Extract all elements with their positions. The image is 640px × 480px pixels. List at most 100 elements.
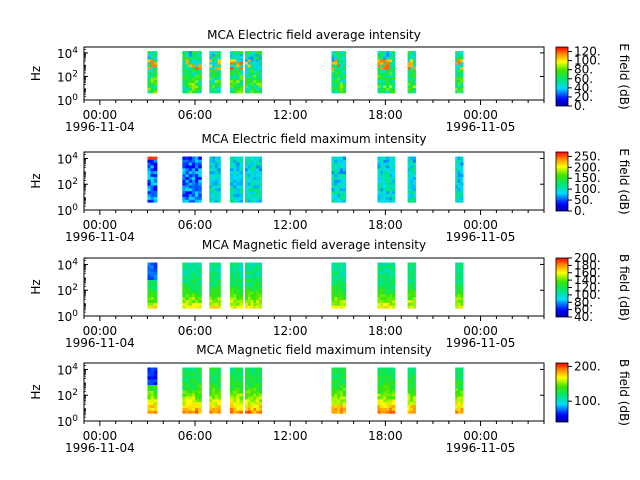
heatmap-cell [386,64,390,68]
heatmap-cell [191,276,196,281]
heatmap-cell [457,370,461,374]
heatmap-cell [191,82,196,86]
heatmap-cell [198,370,202,374]
heatmap-cell [457,265,461,269]
heatmap-cell [383,61,387,65]
heatmap-cell [253,393,257,397]
heatmap-cell [253,407,257,411]
heatmap-cell [386,271,390,275]
heatmap-cell [383,199,387,203]
heatmap-cell [340,58,344,62]
heatmap-cell [377,373,381,377]
heatmap-cell [389,296,393,301]
heatmap-cell [386,378,390,383]
heatmap-cell [380,85,384,89]
heatmap-cell [412,296,416,301]
heatmap-cell [331,77,335,81]
heatmap-cell [245,373,249,377]
heatmap-cell [185,381,190,386]
heatmap-cell [209,179,213,183]
heatmap-cell [188,299,193,303]
heatmap-cell [233,167,237,172]
heatmap-cell [182,74,186,78]
heatmap-cell [460,384,464,388]
heatmap-cell [198,193,202,197]
heatmap-cell [191,396,196,400]
heatmap-cell [153,302,158,306]
heatmap-cell [247,162,251,166]
heatmap-cell [412,376,416,380]
heatmap-cell [455,387,459,391]
heatmap-cell [250,302,254,306]
colorbar-tick-label: 120. [574,281,601,295]
heatmap-cell [253,285,257,289]
heatmap-cell [407,72,411,76]
heatmap-cell [182,262,186,266]
heatmap-cell [188,64,193,68]
heatmap-cell [258,404,263,408]
heatmap-cell [457,390,461,394]
heatmap-cell [198,162,202,166]
heatmap-cell [233,401,237,406]
heatmap-cell [195,190,199,195]
heatmap-cell [147,79,152,83]
heatmap-cell [331,273,335,278]
heatmap-cell [253,165,257,169]
heatmap-cell [247,185,251,189]
heatmap-cell [383,66,387,70]
heatmap-cell [253,384,257,388]
heatmap-cell [188,262,193,266]
heatmap-cell [389,398,393,403]
heatmap-cell [386,390,390,394]
heatmap-cell [212,58,216,62]
heatmap-cell [214,384,219,388]
heatmap-cell [153,58,158,62]
heatmap-cell [389,170,393,175]
heatmap-cell [331,66,335,70]
heatmap-cell [389,74,393,78]
heatmap-cell [188,271,193,275]
heatmap-cell [258,410,263,414]
heatmap-cell [182,273,186,278]
heatmap-cell [247,381,251,386]
heatmap-cell [212,182,216,186]
heatmap-cell [386,196,390,200]
heatmap-cell [253,82,257,86]
heatmap-cell [153,293,158,298]
heatmap-cell [217,193,221,197]
heatmap-cell [147,376,152,380]
heatmap-cell [386,276,390,281]
heatmap-cell [209,77,213,81]
heatmap-cell [182,291,186,295]
heatmap-cell [214,262,219,266]
heatmap-cell [407,167,411,172]
heatmap-cell [198,66,202,70]
heatmap-cell [383,273,387,278]
heatmap-cell [239,156,244,160]
heatmap-cell [258,407,263,411]
heatmap-cell [233,53,237,57]
heatmap-cell [150,373,155,377]
heatmap-cell [182,381,186,386]
heatmap-cell [147,51,152,55]
heatmap-cell [239,190,244,195]
heatmap-cell [239,85,244,89]
heatmap-cell [377,268,381,272]
heatmap-cell [331,299,335,303]
heatmap-cell [212,90,216,94]
heatmap-cell [377,90,381,94]
heatmap-cell [377,190,381,195]
heatmap-cell [182,299,186,303]
heatmap-cell [198,77,202,81]
heatmap-cell [217,367,221,371]
heatmap-cell [389,64,393,68]
heatmap-cell [250,273,254,278]
heatmap-cell [334,390,338,394]
heatmap-cell [460,69,464,73]
y-tick-label: 102 [57,388,78,403]
heatmap-cell [389,271,393,275]
heatmap-cell [256,396,260,400]
heatmap-cell [253,90,257,94]
heatmap-cell [217,182,221,186]
